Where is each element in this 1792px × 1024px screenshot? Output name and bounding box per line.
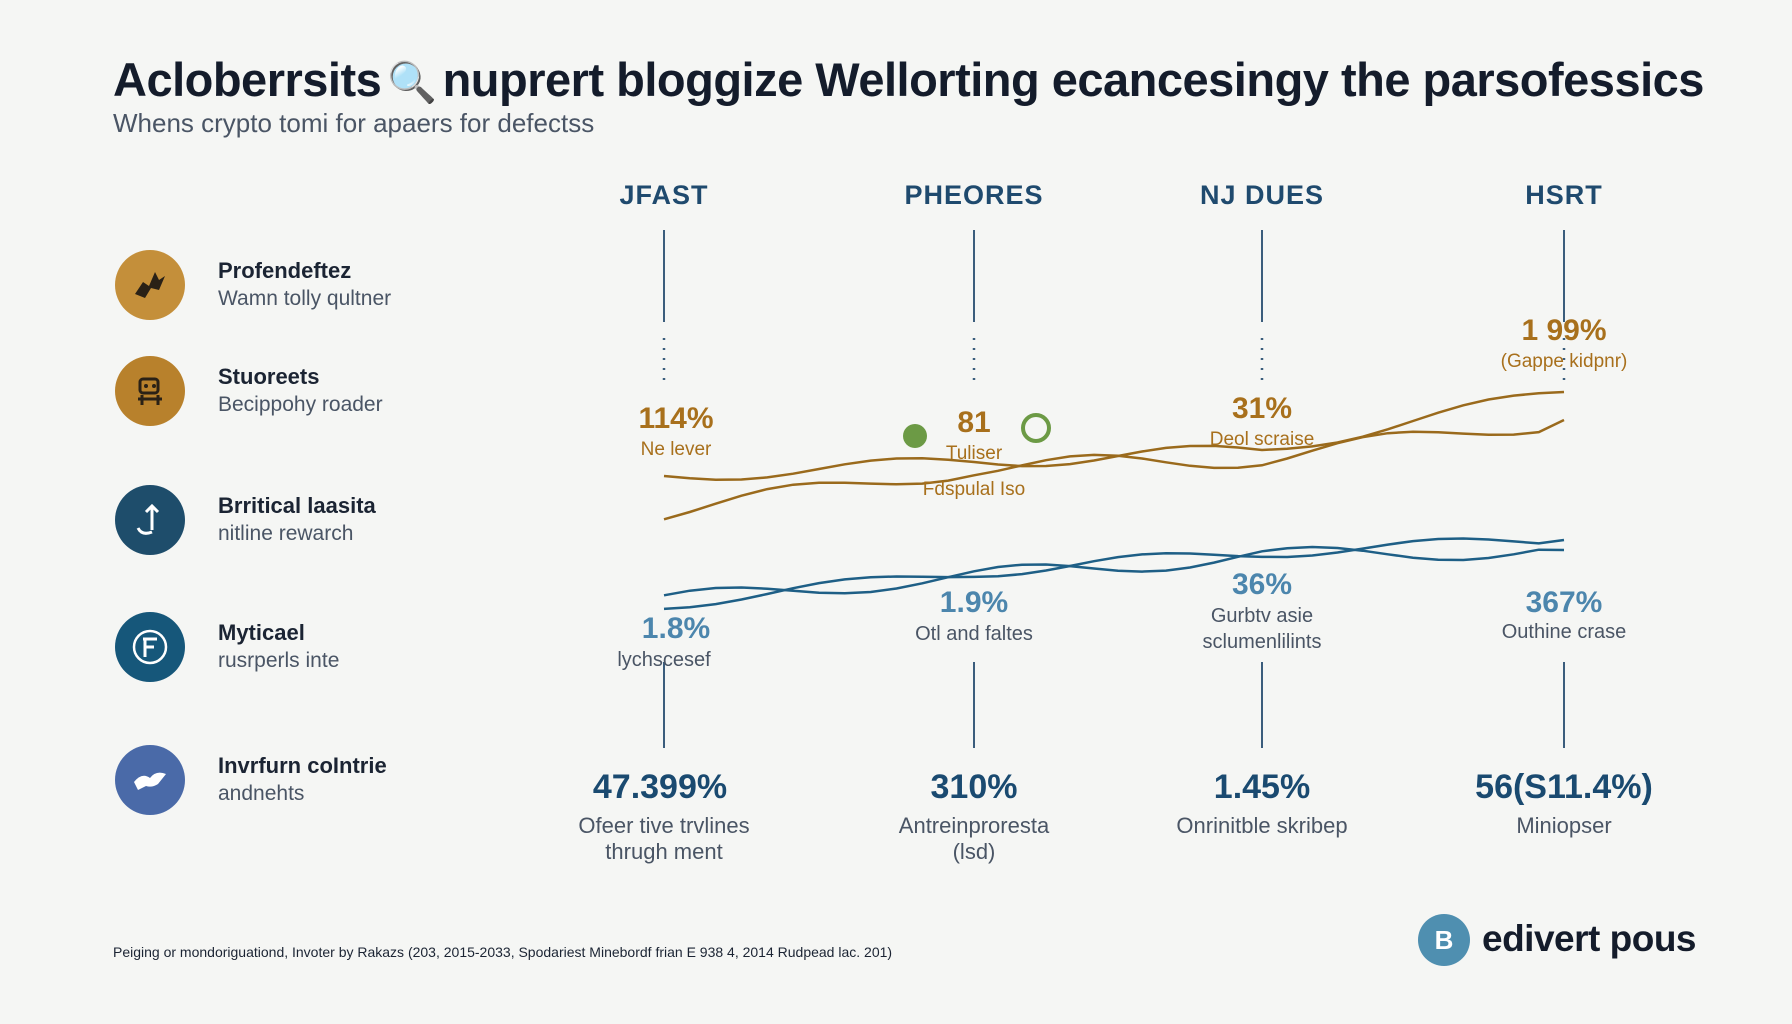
legend-item: Stuoreets Becippohy roader	[115, 356, 475, 428]
series-line-gold-secondary	[663, 418, 1565, 521]
series-line-blue	[663, 537, 1565, 611]
data-label: 36%	[1232, 568, 1292, 601]
legend-item: Profendeftez Wamn tolly qultner	[115, 250, 475, 322]
column-header: PHEORES	[904, 180, 1043, 210]
data-label: 367%	[1526, 586, 1603, 619]
legend-desc: rusrperls inte	[218, 649, 340, 672]
legend-name: Invrfurn coIntrie	[218, 753, 387, 778]
coin-icon	[1021, 413, 1051, 443]
bottom-value: 310%	[931, 768, 1018, 806]
point-label: Deol scraise	[1210, 429, 1315, 450]
series-line-blue-secondary	[663, 545, 1565, 597]
legend-item: Invrfurn coIntrie andnehts	[115, 745, 475, 817]
bottom-label: (lsd)	[953, 839, 996, 864]
legend-item: Brritical laasita nitline rewarch	[115, 485, 475, 557]
series-line-gold	[663, 390, 1565, 481]
column-header: NJ DUES	[1200, 180, 1324, 210]
emblem-icon	[115, 612, 185, 682]
point-label: Otl and faltes	[915, 623, 1033, 645]
data-label: 31%	[1232, 392, 1292, 425]
bottom-label: thrugh ment	[605, 839, 722, 864]
bottom-value: 47.399%	[593, 768, 727, 806]
legend-name: Myticael	[218, 620, 305, 645]
point-label: Tuliser	[946, 443, 1003, 464]
legend-name: Brritical laasita	[218, 493, 376, 518]
magnifier-chart-icon: 🔍	[387, 61, 437, 105]
legend-name: Profendeftez	[218, 258, 352, 283]
legend-desc: Becippohy roader	[218, 393, 383, 416]
legend-desc: nitline rewarch	[218, 522, 354, 545]
legend-desc: Wamn tolly qultner	[218, 287, 392, 310]
point-label: sclumenlilints	[1203, 631, 1322, 653]
point-label: (Gappe kidpnr)	[1501, 351, 1628, 372]
bottom-label: Miniopser	[1516, 813, 1611, 838]
point-label: Gurbtv asie	[1211, 605, 1313, 627]
legend-name: Stuoreets	[218, 364, 320, 389]
arrow-up-icon	[115, 485, 185, 555]
brand-name: edivert pous	[1482, 918, 1697, 959]
source-note: Peiging or mondoriguationd, Invoter by R…	[113, 944, 893, 960]
dragon-icon	[115, 250, 185, 320]
data-label: 114%	[638, 402, 713, 435]
chart-title: Acloberrsits 🔍 nuprert bloggize Wellorting…	[113, 53, 1704, 106]
bottom-label: Antreinproresta	[899, 813, 1050, 838]
robot-icon	[115, 356, 185, 426]
legend-item: Myticael rusrperls inte	[115, 612, 475, 684]
point-label: lychscesef	[617, 649, 711, 671]
bottom-label: Ofeer tive trvlines	[578, 813, 749, 838]
bottom-value: 56(S11.4%)	[1475, 768, 1653, 806]
hands-icon	[115, 745, 185, 815]
column-header: JFAST	[619, 180, 708, 210]
chart-subtitle: Whens crypto tomi for apaers for defects…	[113, 108, 595, 138]
point-label: Ne lever	[641, 439, 712, 460]
coin-icon	[903, 424, 927, 448]
data-label: 1.9%	[940, 586, 1008, 619]
column-header: HSRT	[1525, 180, 1603, 210]
point-label: Outhine crase	[1502, 621, 1627, 643]
legend-desc: andnehts	[218, 782, 305, 805]
bottom-value: 1.45%	[1214, 768, 1310, 806]
bitcoin-b-icon: B	[1418, 914, 1470, 966]
data-label: 1 99%	[1521, 314, 1606, 347]
data-label: 81	[957, 406, 990, 439]
annotation: Fdspulal Iso	[923, 479, 1025, 500]
bottom-label: Onrinitble skribep	[1176, 813, 1347, 838]
data-label: 1.8%	[642, 612, 710, 645]
